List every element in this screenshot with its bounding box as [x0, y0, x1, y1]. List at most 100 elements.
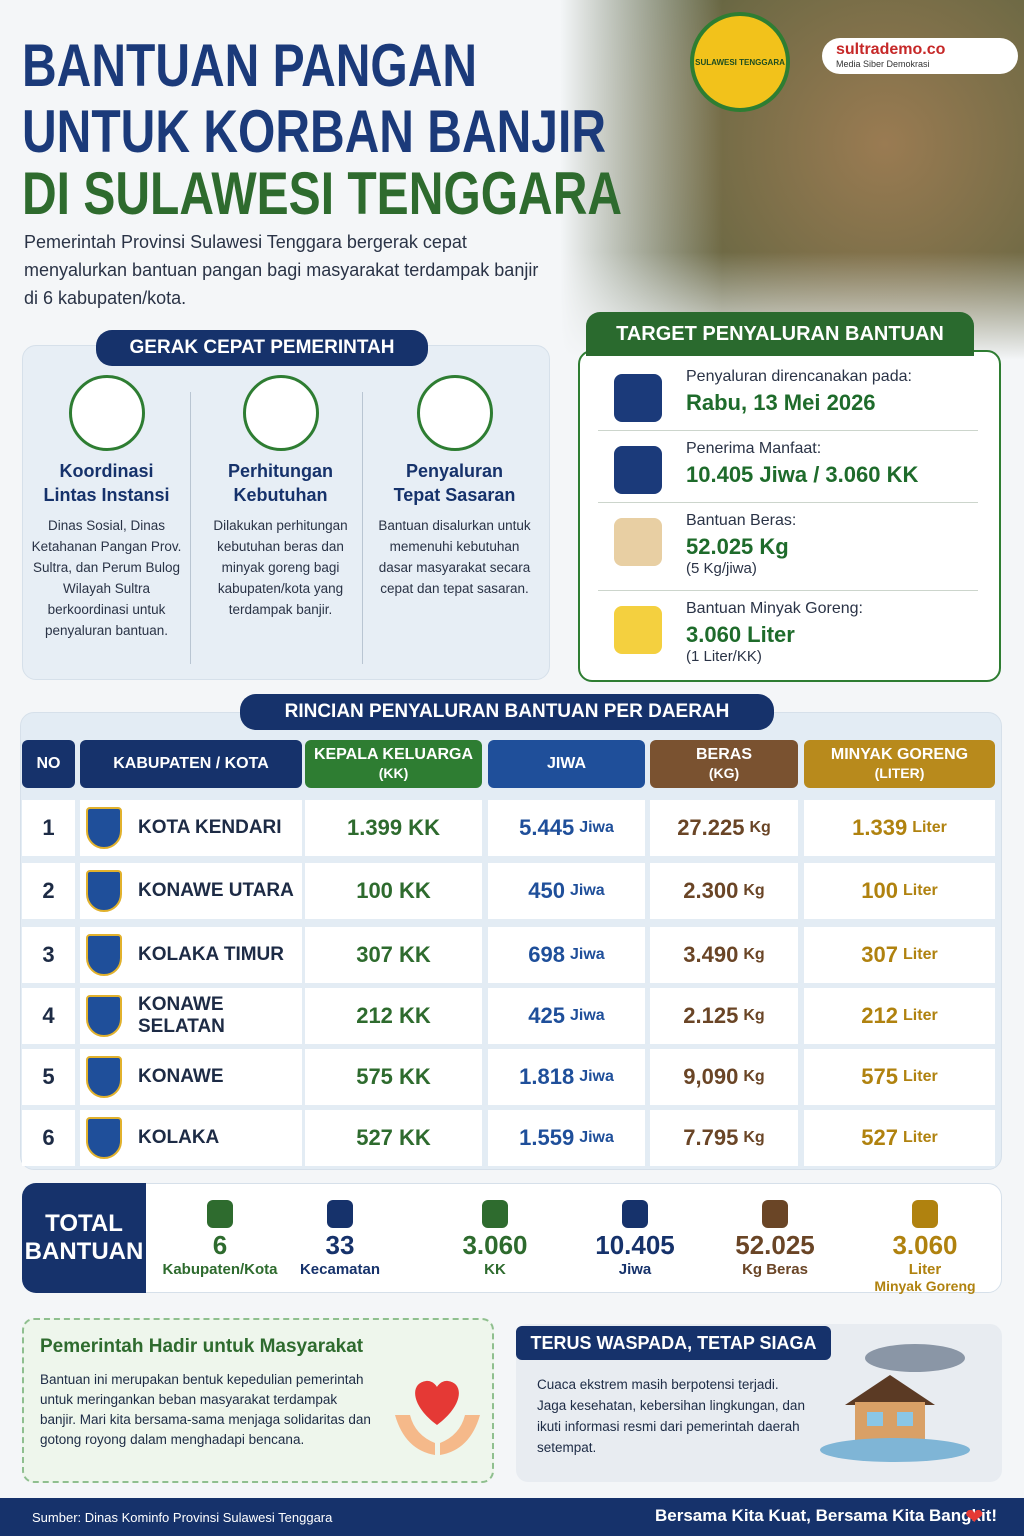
cell-unit: Jiwa: [579, 819, 614, 836]
header-line: MINYAK GORENG: [830, 746, 969, 763]
cell-unit: Liter: [912, 819, 947, 836]
total-item: 10.405 Jiwa: [575, 1200, 695, 1278]
table-cell: 2.300 Kg: [650, 863, 798, 919]
icon: [242, 375, 319, 451]
cell-value: 5.445: [519, 815, 575, 840]
cell-value: 307: [861, 942, 899, 967]
cell-unit: Kg: [743, 1068, 765, 1085]
item-title-line: Koordinasi: [59, 461, 154, 481]
cell-unit: Kg: [743, 946, 765, 963]
table-cell: KOLAKA: [80, 1110, 302, 1166]
table-cell: 1.339 Liter: [804, 800, 995, 856]
total-label: Kg Beras: [742, 1261, 808, 1278]
header-line: BERAS: [695, 746, 752, 763]
item-title-line: Penyaluran: [405, 461, 504, 481]
cell-unit: Kg: [743, 1007, 765, 1024]
total-icon: [482, 1200, 508, 1228]
cell-value: 2.125: [683, 1003, 739, 1028]
item-title: Perhitungan Kebutuhan: [198, 459, 363, 507]
cell-unit: Jiwa: [579, 1129, 614, 1146]
table-cell: 575 KK: [305, 1049, 482, 1105]
target-icon: [614, 374, 662, 422]
box-text: Bantuan ini merupakan bentuk kepedulian …: [40, 1372, 371, 1447]
cell-value: 100: [861, 878, 899, 903]
cell-value: 3: [42, 942, 55, 967]
total-box: [22, 1183, 1002, 1293]
total-label-line: TOTAL: [45, 1210, 123, 1237]
item-text: Dilakukan perhitungan kebutuhan beras da…: [213, 518, 348, 617]
logo-text: SULAWESI TENGGARA: [695, 57, 785, 67]
region-emblem: [86, 870, 122, 912]
cell-value: 6: [42, 1125, 55, 1150]
cell-value: 307 KK: [356, 942, 431, 967]
table-header: KABUPATEN / KOTA: [80, 740, 302, 788]
table-cell: 2.125 Kg: [650, 988, 798, 1044]
cell-value: 27.225: [677, 815, 745, 840]
table-cell: KONAWE SELATAN: [80, 988, 302, 1044]
header-line: NO: [36, 755, 61, 772]
total-value: 3.060: [462, 1230, 528, 1260]
cell-value: 450: [528, 878, 566, 903]
cell-unit: Liter: [903, 882, 938, 899]
target-label: Penyaluran direncanakan pada:: [686, 368, 912, 385]
target-value: 3.060 Liter: [686, 622, 795, 647]
brand-tagline: Media Siber Demokrasi: [836, 59, 930, 69]
target-value: 10.405 Jiwa / 3.060 KK: [686, 462, 919, 487]
target-icon: [614, 518, 662, 566]
cell-value: 2.300: [683, 878, 739, 903]
target-text: Penyaluran direncanakan pada: Rabu, 13 Me…: [686, 368, 980, 416]
table-cell: 1.559 Jiwa: [488, 1110, 645, 1166]
table-cell: KONAWE: [80, 1049, 302, 1105]
intro: Pemerintah Provinsi Sulawesi Tenggara be…: [24, 232, 539, 308]
target-label: Penerima Manfaat:: [686, 440, 822, 457]
cell-value: 1.399 KK: [347, 815, 440, 840]
heart-icon: [395, 1380, 480, 1455]
cell-value: 7.795: [683, 1125, 739, 1150]
total-label-line: BANTUAN: [24, 1238, 144, 1265]
table-cell: 7.795 Kg: [650, 1110, 798, 1166]
target-text: Bantuan Minyak Goreng: 3.060 Liter (1 Lite…: [686, 600, 980, 665]
target-item: Bantuan Beras: 52.025 Kg (5 Kg/jiwa): [600, 512, 980, 577]
cell-value: 1.559: [519, 1125, 575, 1150]
cell-value: 1.339: [852, 815, 908, 840]
heart: ❤: [965, 1504, 984, 1529]
total-label: Minyak Goreng: [874, 1278, 976, 1294]
table-cell: 5.445 Jiwa: [488, 800, 645, 856]
cell-value: KOLAKA TIMUR: [138, 944, 284, 965]
total-icon: [622, 1200, 648, 1228]
table-cell: 575 Liter: [804, 1049, 995, 1105]
total-label: KK: [484, 1261, 506, 1278]
target-text: Penerima Manfaat: 10.405 Jiwa / 3.060 KK: [686, 440, 980, 488]
gerak-item: Penyaluran Tepat Sasaran Bantuan disalurka…: [372, 375, 537, 599]
table-cell: 100 Liter: [804, 863, 995, 919]
total-label: Jiwa: [618, 1261, 652, 1278]
cell-unit: Liter: [903, 946, 938, 963]
table-cell: 450 Jiwa: [488, 863, 645, 919]
target-note: (1 Liter/KK): [686, 648, 762, 665]
region-emblem: [86, 807, 122, 849]
region-emblem: [86, 1056, 122, 1098]
table-cell: 425 Jiwa: [488, 988, 645, 1044]
house-icon: [820, 1344, 970, 1462]
item-title-line: Perhitungan: [227, 461, 333, 481]
target-label: Bantuan Beras:: [686, 512, 797, 529]
table-cell: 6: [22, 1110, 75, 1166]
cell-value: 212: [861, 1003, 899, 1028]
region-emblem: [86, 995, 122, 1037]
footer-slogan: Bersama Kita Kuat, Bersama Kita Bangkit!: [655, 1506, 998, 1525]
table-cell: 2: [22, 863, 75, 919]
cell-value: 527 KK: [356, 1125, 431, 1150]
table-header: MINYAK GORENG (LITER): [804, 740, 995, 788]
cell-unit: Liter: [903, 1068, 938, 1085]
total-value: 6: [212, 1230, 228, 1260]
gerak-item: Perhitungan Kebutuhan Dilakukan perhitunga…: [198, 375, 363, 620]
table-cell: 212 Liter: [804, 988, 995, 1044]
cell-unit: Kg: [749, 819, 771, 836]
cell-unit: Kg: [743, 1129, 765, 1146]
table-cell: 5: [22, 1049, 75, 1105]
table-cell: 527 KK: [305, 1110, 482, 1166]
hadir-box: [22, 1318, 494, 1483]
table-cell: KONAWE UTARA: [80, 863, 302, 919]
cell-value: 698: [528, 942, 566, 967]
